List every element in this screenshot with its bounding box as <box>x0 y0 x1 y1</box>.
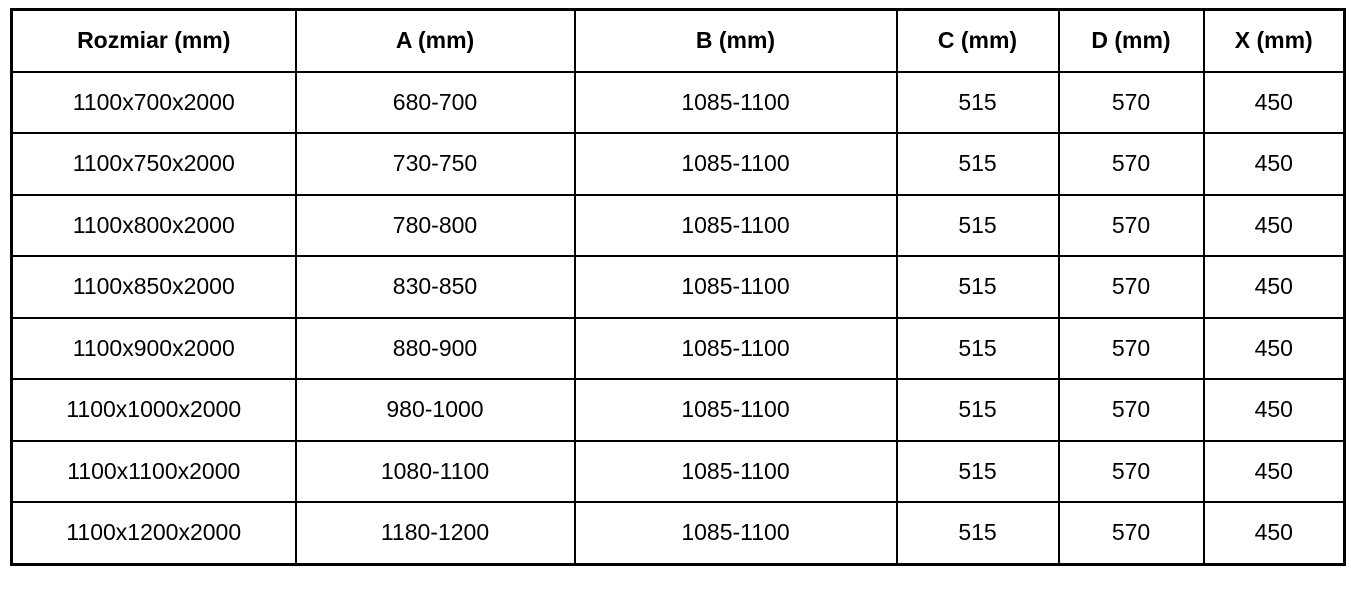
table-cell: 980-1000 <box>294 378 576 442</box>
table-cell: 515 <box>895 255 1060 319</box>
table-cell: 1100x700x2000 <box>10 70 297 134</box>
table-cell: 1100x1200x2000 <box>10 501 297 565</box>
table-cell: 880-900 <box>294 316 576 380</box>
table-row: 1100x900x2000 880-900 1085-1100 515 570 … <box>10 316 1346 380</box>
table-cell: 570 <box>1057 193 1205 257</box>
table-row: 1100x1200x2000 1180-1200 1085-1100 515 5… <box>10 501 1346 565</box>
table-cell: 515 <box>895 193 1060 257</box>
table-cell: 450 <box>1202 255 1346 319</box>
table-cell: 1100x750x2000 <box>10 132 297 196</box>
table-cell: 515 <box>895 439 1060 503</box>
table-cell: 450 <box>1202 378 1346 442</box>
table-row: 1100x1100x2000 1080-1100 1085-1100 515 5… <box>10 439 1346 503</box>
table-cell: 515 <box>895 316 1060 380</box>
table-cell: 570 <box>1057 501 1205 565</box>
table-cell: 515 <box>895 132 1060 196</box>
header-cell-rozmiar: Rozmiar (mm) <box>10 8 297 73</box>
table-cell: 515 <box>895 501 1060 565</box>
dimensions-table: Rozmiar (mm) A (mm) B (mm) C (mm) D (mm)… <box>10 8 1346 566</box>
header-cell-c: C (mm) <box>895 8 1060 73</box>
header-cell-a: A (mm) <box>294 8 576 73</box>
table-cell: 1085-1100 <box>573 255 898 319</box>
table-cell: 1085-1100 <box>573 70 898 134</box>
table-cell: 515 <box>895 70 1060 134</box>
table-cell: 1085-1100 <box>573 132 898 196</box>
table-cell: 450 <box>1202 70 1346 134</box>
table-cell: 450 <box>1202 501 1346 565</box>
table-row: 1100x700x2000 680-700 1085-1100 515 570 … <box>10 70 1346 134</box>
table-row: 1100x750x2000 730-750 1085-1100 515 570 … <box>10 132 1346 196</box>
table-cell: 570 <box>1057 255 1205 319</box>
table-cell: 570 <box>1057 378 1205 442</box>
table-cell: 1100x1000x2000 <box>10 378 297 442</box>
table-cell: 570 <box>1057 70 1205 134</box>
table-row: 1100x1000x2000 980-1000 1085-1100 515 57… <box>10 378 1346 442</box>
table-cell: 515 <box>895 378 1060 442</box>
table-cell: 730-750 <box>294 132 576 196</box>
table-header-row: Rozmiar (mm) A (mm) B (mm) C (mm) D (mm)… <box>10 8 1346 73</box>
table-row: 1100x850x2000 830-850 1085-1100 515 570 … <box>10 255 1346 319</box>
table-cell: 1085-1100 <box>573 501 898 565</box>
table-cell: 1100x800x2000 <box>10 193 297 257</box>
header-cell-b: B (mm) <box>573 8 898 73</box>
table-row: 1100x800x2000 780-800 1085-1100 515 570 … <box>10 193 1346 257</box>
table-cell: 1085-1100 <box>573 316 898 380</box>
table-cell: 1085-1100 <box>573 378 898 442</box>
table-cell: 1100x850x2000 <box>10 255 297 319</box>
table-cell: 1100x1100x2000 <box>10 439 297 503</box>
table-cell: 570 <box>1057 132 1205 196</box>
table-cell: 780-800 <box>294 193 576 257</box>
table-cell: 450 <box>1202 193 1346 257</box>
table-cell: 450 <box>1202 132 1346 196</box>
table-cell: 830-850 <box>294 255 576 319</box>
table-cell: 450 <box>1202 439 1346 503</box>
table-cell: 1080-1100 <box>294 439 576 503</box>
table-cell: 450 <box>1202 316 1346 380</box>
table-cell: 570 <box>1057 316 1205 380</box>
table-cell: 1100x900x2000 <box>10 316 297 380</box>
table-cell: 1180-1200 <box>294 501 576 565</box>
table-cell: 570 <box>1057 439 1205 503</box>
header-cell-d: D (mm) <box>1057 8 1205 73</box>
table-cell: 1085-1100 <box>573 193 898 257</box>
table-cell: 1085-1100 <box>573 439 898 503</box>
header-cell-x: X (mm) <box>1202 8 1346 73</box>
table-cell: 680-700 <box>294 70 576 134</box>
